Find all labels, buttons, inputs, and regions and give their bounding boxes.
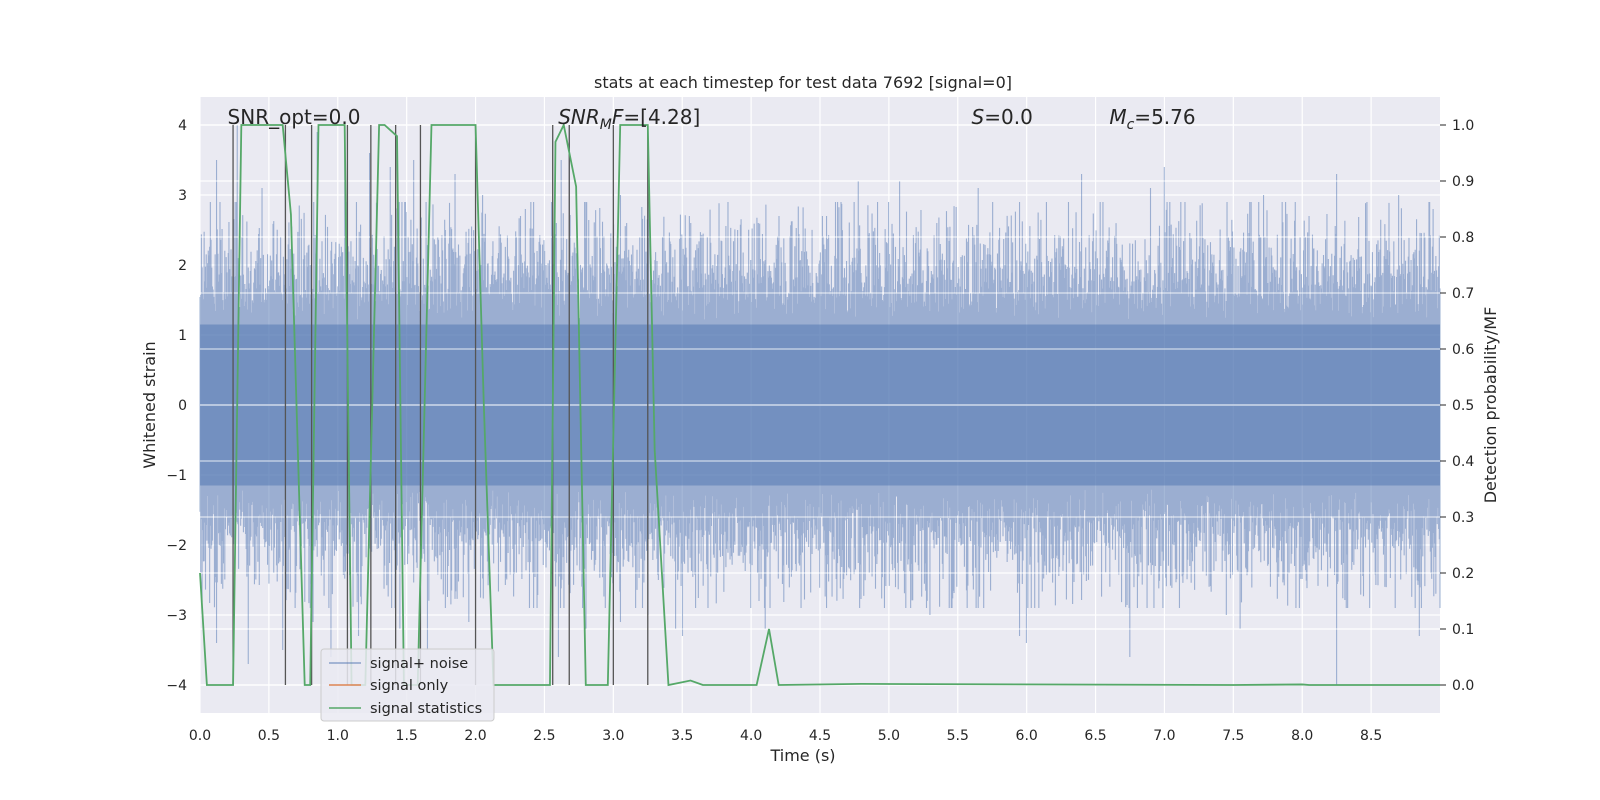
y-right-tick-label: 0.5 <box>1452 398 1474 414</box>
chart-title: stats at each timestep for test data 769… <box>594 73 1012 92</box>
y-right-tick-label: 0.9 <box>1452 174 1474 190</box>
y-right-tick-label: 0.6 <box>1452 342 1474 358</box>
x-tick-label: 4.5 <box>809 728 831 744</box>
y-left-tick-label: −3 <box>166 608 187 624</box>
y-left-tick-label: 1 <box>178 328 187 344</box>
x-axis-ticks: 0.0 0.5 1.0 1.5 2.0 2.5 3.0 3.5 4.0 4.5 5.0 5.5 6.0 6… <box>189 728 1382 744</box>
y-right-tick-label: 0.0 <box>1452 678 1474 694</box>
y-left-axis-label: Whitened strain <box>140 341 159 468</box>
annotations: SNR_opt=0.0 SNRMF=[4.28] S=0.0 Mc=5.76 <box>228 105 1196 133</box>
y-right-tick-label: 0.2 <box>1452 566 1474 582</box>
y-left-tick-label: 4 <box>178 118 187 134</box>
legend: signal+ noise signal only signal statist… <box>320 648 495 722</box>
annotation-snr-opt: SNR_opt=0.0 <box>228 105 361 129</box>
y-left-tick-label: −1 <box>166 468 187 484</box>
x-tick-label: 5.0 <box>878 728 900 744</box>
legend-label-signal-statistics: signal statistics <box>370 701 482 717</box>
y-left-tick-label: 3 <box>178 188 187 204</box>
annotation-snr-mf: SNRMF=[4.28] <box>558 105 700 133</box>
x-tick-label: 0.0 <box>189 728 211 744</box>
y-left-tick-label: −4 <box>166 678 187 694</box>
signal-noise-series <box>199 124 1441 686</box>
x-tick-label: 2.0 <box>464 728 486 744</box>
y-left-tick-label: 0 <box>178 398 187 414</box>
x-tick-label: 8.5 <box>1360 728 1382 744</box>
legend-box <box>320 648 495 722</box>
y-right-axis-label: Detection probability/MF <box>1481 307 1500 504</box>
y-left-tick-label: 2 <box>178 258 187 274</box>
x-tick-label: 2.5 <box>533 728 555 744</box>
x-axis-label: Time (s) <box>769 746 835 765</box>
y-left-tick-label: −2 <box>166 538 187 554</box>
x-tick-label: 5.5 <box>947 728 969 744</box>
y-right-tick-label: 0.7 <box>1452 286 1474 302</box>
x-tick-label: 0.5 <box>258 728 280 744</box>
y-right-tick-label: 0.3 <box>1452 510 1474 526</box>
x-tick-label: 3.5 <box>671 728 693 744</box>
y-right-axis-ticks: 1.0 0.9 0.8 0.7 0.6 0.5 0.4 0.3 0.2 0.1 0.0 <box>1440 118 1474 694</box>
y-right-tick-label: 0.4 <box>1452 454 1474 470</box>
x-tick-label: 1.0 <box>327 728 349 744</box>
series-line-signal-statistics <box>199 122 1440 687</box>
x-tick-label: 3.0 <box>602 728 624 744</box>
y-left-axis-ticks: 4 3 2 1 0 −1 −2 −3 −4 <box>166 118 187 694</box>
x-tick-label: 7.5 <box>1222 728 1244 744</box>
annotation-mc: Mc=5.76 <box>1109 105 1195 133</box>
x-tick-label: 8.0 <box>1291 728 1313 744</box>
x-tick-label: 6.5 <box>1084 728 1106 744</box>
legend-label-signal-noise: signal+ noise <box>370 656 468 672</box>
x-tick-label: 4.0 <box>740 728 762 744</box>
y-right-tick-label: 0.1 <box>1452 622 1474 638</box>
y-right-tick-label: 1.0 <box>1452 118 1474 134</box>
x-tick-label: 6.0 <box>1016 728 1038 744</box>
legend-label-signal-only: signal only <box>370 678 449 694</box>
x-tick-label: 7.0 <box>1153 728 1175 744</box>
x-tick-label: 1.5 <box>396 728 418 744</box>
annotation-s: S=0.0 <box>972 105 1033 129</box>
y-right-tick-label: 0.8 <box>1452 230 1474 246</box>
